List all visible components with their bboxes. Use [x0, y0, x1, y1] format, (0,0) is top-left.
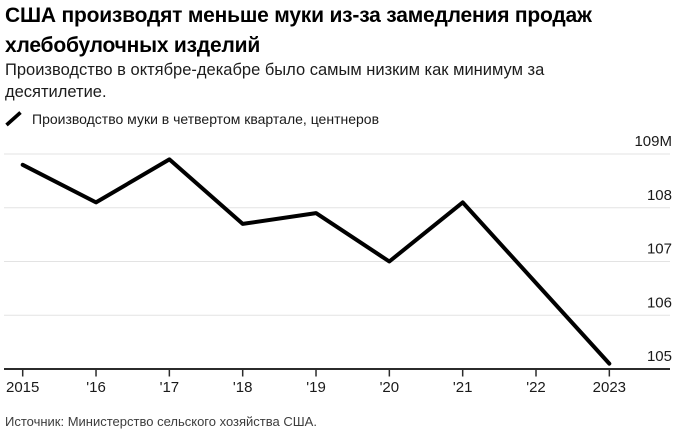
line-slash-icon [5, 111, 22, 127]
chart-title-line-1: США производят меньше муки из-за замедле… [5, 4, 592, 27]
chart-subtitle-line-1: Производство в октябре-декабре было самы… [5, 61, 545, 79]
x-axis-label: '16 [86, 379, 106, 396]
chart-plot-area: 109M 108 107 106 105 2015 '16 '17 '18 '19 '20 '21 '2… [4, 133, 672, 396]
legend: Производство муки в четвертом квартале, … [4, 109, 379, 129]
y-axis-label: 109M [634, 133, 672, 150]
source-note: Источник: Министерство сельского хозяйст… [5, 414, 317, 429]
y-axis-label: 108 [647, 187, 672, 204]
x-axis-label: 2015 [6, 379, 39, 396]
x-axis-label: '18 [233, 379, 253, 396]
x-axis-label: '21 [453, 379, 473, 396]
chart-subtitle-line-2: десятилетие. [5, 83, 107, 101]
x-axis-label: '17 [160, 379, 180, 396]
chart-title: США производят меньше муки из-за замедле… [5, 1, 670, 61]
legend-label: Производство муки в четвертом квартале, … [32, 111, 380, 127]
x-axis-label: '20 [380, 379, 400, 396]
chart-subtitle: Производство в октябре-декабре было самы… [5, 59, 645, 103]
y-axis-label: 107 [647, 241, 672, 258]
x-axis-label: '22 [526, 379, 546, 396]
y-axis-label: 105 [647, 348, 672, 365]
x-axis-label: '19 [306, 379, 326, 396]
y-axis-label: 106 [647, 294, 672, 311]
x-axis-label: 2023 [593, 379, 626, 396]
data-line-flour-production [20, 157, 612, 366]
chart-title-line-2: хлебобулочных изделий [5, 34, 261, 57]
